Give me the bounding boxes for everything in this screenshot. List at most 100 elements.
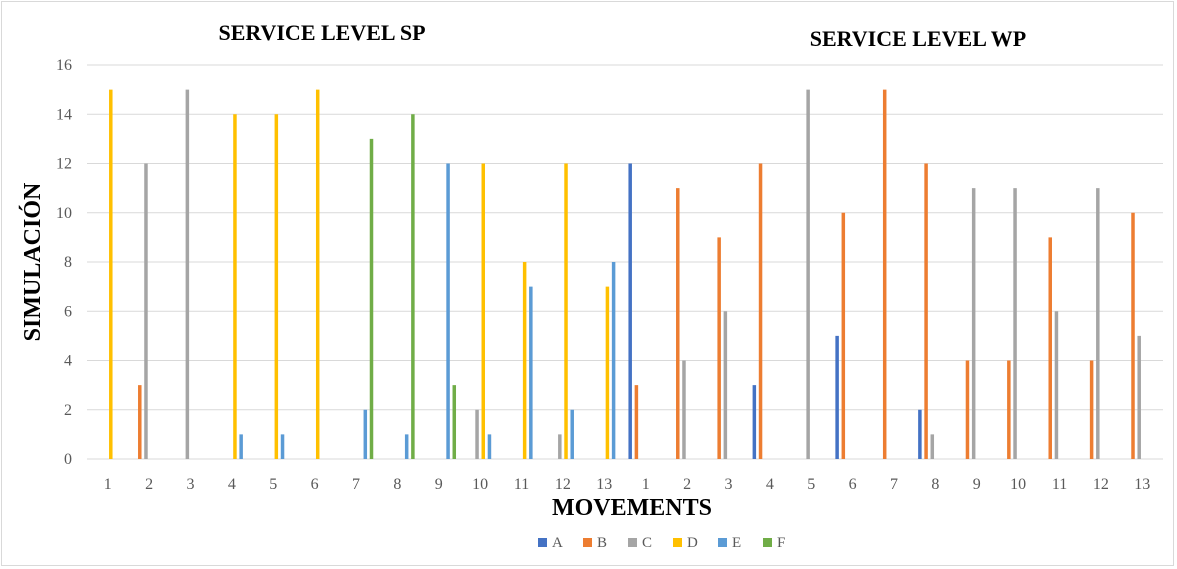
legend-swatch-F xyxy=(763,538,772,547)
legend-label-F: F xyxy=(777,535,785,551)
bar-D-12 xyxy=(564,163,568,459)
bar-E-5 xyxy=(280,434,285,459)
legend-swatch-A xyxy=(538,538,547,547)
bar-B-21 xyxy=(924,163,928,459)
x-tick-label: 1 xyxy=(104,476,112,493)
bar-D-6 xyxy=(315,89,320,459)
bar-B-19 xyxy=(841,212,846,459)
bar-C-12 xyxy=(558,434,562,459)
bar-D-10 xyxy=(481,163,486,459)
legend-label-A: A xyxy=(552,535,563,551)
bar-A-14 xyxy=(628,163,632,459)
x-tick-label: 5 xyxy=(807,476,815,493)
legend-label-B: B xyxy=(597,535,607,551)
x-tick-label: 4 xyxy=(228,476,236,493)
bar-D-1 xyxy=(109,89,113,459)
bar-C-3 xyxy=(185,89,190,459)
bar-E-10 xyxy=(487,434,492,459)
bar-C-21 xyxy=(930,434,935,459)
x-tick-label: 1 xyxy=(642,476,650,493)
bar-B-2 xyxy=(138,385,142,459)
y-tick-labels: 0 2 4 6 8 10 12 14 16 xyxy=(56,57,72,468)
bar-B-26 xyxy=(1131,212,1135,459)
bar-E-7 xyxy=(363,409,368,459)
x-tick-label: 13 xyxy=(1134,476,1150,493)
bar-A-19 xyxy=(835,335,839,459)
bars xyxy=(109,89,1141,459)
bar-B-17 xyxy=(758,163,763,459)
x-tick-label: 8 xyxy=(393,476,401,493)
y-tick-label: 0 xyxy=(64,451,72,468)
x-tick-label: 11 xyxy=(1052,476,1067,493)
x-tick-label: 2 xyxy=(683,476,691,493)
bar-D-5 xyxy=(274,114,279,459)
x-tick-label: 6 xyxy=(311,476,319,493)
legend-swatch-E xyxy=(718,538,727,547)
x-tick-label: 8 xyxy=(931,476,939,493)
bar-F-9 xyxy=(452,385,457,459)
y-tick-label: 12 xyxy=(56,156,72,173)
bar-C-15 xyxy=(682,360,686,459)
y-tick-label: 4 xyxy=(64,353,72,370)
chart-title-sp: SERVICE LEVEL SP xyxy=(218,20,425,45)
x-tick-label: 9 xyxy=(973,476,981,493)
bar-B-15 xyxy=(676,188,680,459)
y-tick-label: 2 xyxy=(64,402,72,419)
y-tick-label: 16 xyxy=(56,57,72,74)
bar-D-4 xyxy=(233,114,237,459)
legend-label-D: D xyxy=(687,535,698,551)
y-tick-label: 10 xyxy=(56,205,72,222)
bar-B-25 xyxy=(1089,360,1094,459)
x-tick-label: 3 xyxy=(724,476,732,493)
bar-E-8 xyxy=(404,434,409,459)
legend-swatch-C xyxy=(628,538,637,547)
x-tick-label: 11 xyxy=(514,476,529,493)
bar-C-25 xyxy=(1096,188,1100,459)
bar-E-11 xyxy=(529,286,533,459)
y-tick-label: 8 xyxy=(64,254,72,271)
bar-E-4 xyxy=(239,434,243,459)
x-tick-label: 7 xyxy=(890,476,898,493)
legend-label-E: E xyxy=(732,535,741,551)
bar-B-16 xyxy=(717,237,721,459)
legend: A B C D E F xyxy=(538,535,785,551)
bar-F-7 xyxy=(369,138,374,459)
bar-A-17 xyxy=(752,385,757,459)
x-tick-label: 10 xyxy=(472,476,488,493)
gridlines xyxy=(87,64,1163,460)
x-tick-label: 2 xyxy=(145,476,153,493)
x-tick-label: 3 xyxy=(186,476,194,493)
x-tick-label: 4 xyxy=(766,476,774,493)
bar-C-18 xyxy=(806,89,810,459)
x-tick-label: 10 xyxy=(1010,476,1026,493)
chart-title-wp: SERVICE LEVEL WP xyxy=(810,26,1026,51)
x-tick-label: 12 xyxy=(555,476,571,493)
bar-C-26 xyxy=(1137,335,1141,459)
y-tick-label: 14 xyxy=(56,106,72,123)
y-axis-title: SIMULACIÓN xyxy=(19,182,46,341)
bar-A-21 xyxy=(918,409,922,459)
bar-C-23 xyxy=(1013,188,1017,459)
legend-swatch-B xyxy=(583,538,592,547)
x-tick-label: 9 xyxy=(435,476,443,493)
x-tick-labels: 1 2 3 4 5 6 7 8 9 10 11 12 13 1 2 3 4 5 6 7 8 9 10 11 12 13 xyxy=(104,476,1151,493)
bar-C-2 xyxy=(144,163,148,459)
bar-E-12 xyxy=(570,409,574,459)
bar-E-13 xyxy=(611,262,616,459)
bar-F-8 xyxy=(411,114,415,459)
legend-label-C: C xyxy=(642,535,652,551)
bar-C-24 xyxy=(1054,311,1059,459)
x-tick-label: 12 xyxy=(1093,476,1109,493)
x-tick-label: 6 xyxy=(849,476,857,493)
bar-B-20 xyxy=(882,89,887,459)
bar-D-13 xyxy=(605,286,610,459)
legend-swatch-D xyxy=(673,538,682,547)
bar-C-10 xyxy=(475,409,479,459)
bar-B-23 xyxy=(1007,360,1011,459)
bar-B-14 xyxy=(634,385,639,459)
y-tick-label: 6 xyxy=(64,303,72,320)
bar-D-11 xyxy=(522,262,527,459)
bar-C-22 xyxy=(971,188,976,459)
